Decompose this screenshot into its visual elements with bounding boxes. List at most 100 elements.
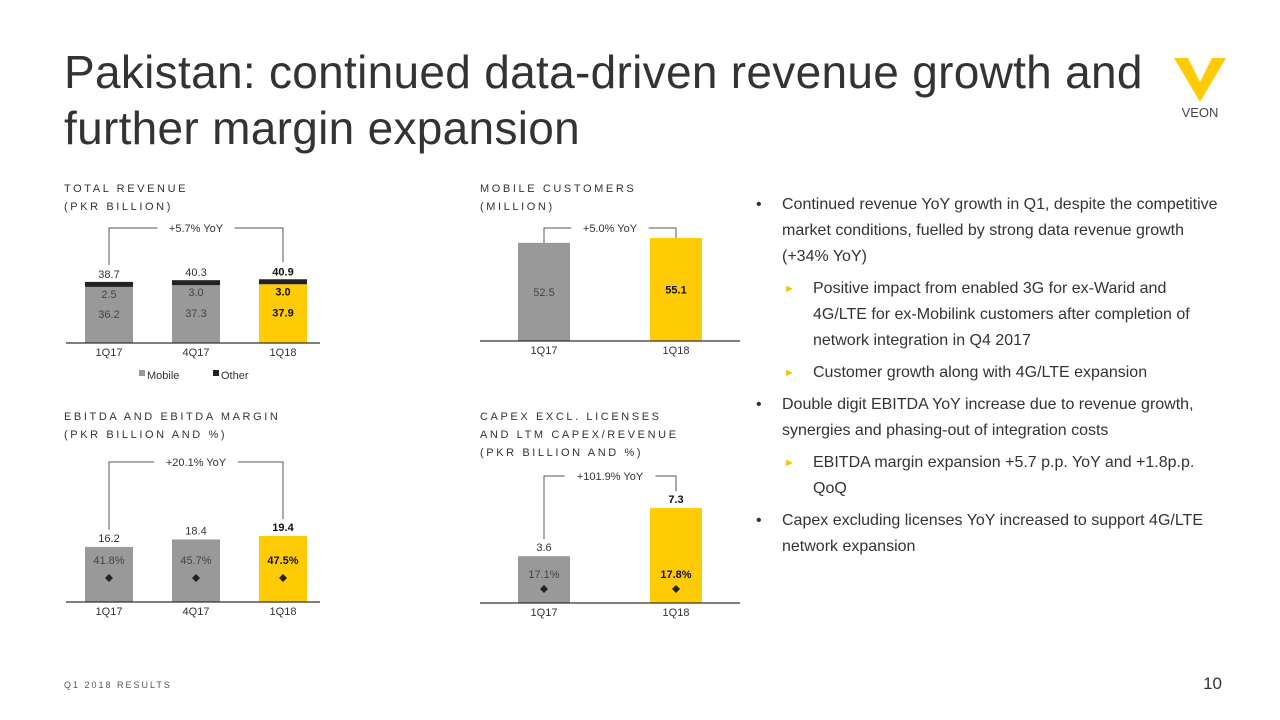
margin-diamond-marker [105, 574, 113, 582]
bar-mobile [85, 286, 133, 343]
yoy-annotation: +5.0% YoY [583, 223, 638, 235]
other-value-label: 2.5 [101, 289, 116, 301]
bar-other [259, 279, 307, 285]
revenue-section-title: TOTAL REVENUE (PKR BILLION) [64, 180, 188, 216]
bullet-text: Capex excluding licenses YoY increased t… [782, 512, 1203, 555]
customers-unit-line: (MILLION) [480, 201, 555, 213]
bar-mobile [172, 285, 220, 343]
yoy-annotation: +20.1% YoY [166, 457, 227, 469]
bullet-item: • Continued revenue YoY growth in Q1, des… [754, 192, 1224, 270]
revenue-title-line: TOTAL REVENUE [64, 183, 189, 195]
yoy-bracket-right [238, 461, 284, 520]
yoy-bracket-left [108, 461, 154, 530]
margin-label: 17.1% [528, 569, 559, 581]
yoy-annotation: +101.9% YoY [577, 471, 644, 483]
bullet-item: ► EBITDA margin expansion +5.7 p.p. YoY a… [754, 450, 1224, 502]
category-label: 1Q18 [270, 347, 297, 359]
revenue-unit-line: (PKR BILLION) [64, 201, 173, 213]
legend-other-label: Other [221, 370, 249, 382]
bar [518, 242, 570, 341]
bullet-text: Double digit EBITDA YoY increase due to … [782, 396, 1194, 439]
value-label: 3.6 [536, 542, 551, 554]
value-label: 7.3 [668, 494, 683, 506]
bullet-item: • Capex excluding licenses YoY increased … [754, 508, 1224, 560]
category-label: 4Q17 [183, 606, 210, 618]
value-label: 19.4 [272, 522, 294, 534]
ebitda-title-line: EBITDA AND EBITDA MARGIN [64, 411, 281, 423]
veon-logo-text: VEON [1182, 105, 1219, 120]
veon-v-mark [1174, 58, 1226, 102]
margin-diamond-marker [540, 585, 548, 593]
bullet-marker-icon: • [756, 512, 762, 529]
veon-logo: VEON [1174, 58, 1226, 120]
category-label: 1Q18 [663, 607, 690, 619]
capex-title-line: CAPEX EXCL. LICENSES [480, 411, 662, 423]
bar [259, 536, 307, 602]
category-label: 1Q17 [96, 606, 123, 618]
category-label: 1Q18 [270, 606, 297, 618]
bar-other [85, 281, 133, 287]
bullet-marker-icon: • [756, 396, 762, 413]
other-value-label: 3.0 [188, 287, 203, 299]
capex-section-title: CAPEX EXCL. LICENSES AND LTM CAPEX/REVEN… [480, 408, 679, 462]
bullet-list: • Continued revenue YoY growth in Q1, des… [754, 192, 1224, 566]
legend-mobile-swatch [139, 370, 145, 376]
footer-label: Q1 2018 RESULTS [64, 680, 172, 690]
margin-label: 45.7% [180, 555, 211, 567]
bullet-item: ► Customer growth along with 4G/LTE expan… [754, 360, 1224, 386]
value-label: 55.1 [665, 284, 686, 296]
yoy-bracket-right [234, 227, 284, 263]
bullet-marker-icon: ► [784, 367, 795, 379]
margin-diamond-marker [672, 585, 680, 593]
bar-mobile [259, 284, 307, 343]
bullet-text: Positive impact from enabled 3G for ex-W… [813, 280, 1190, 349]
customers-section-title: MOBILE CUSTOMERS (MILLION) [480, 180, 636, 216]
customers-title-line: MOBILE CUSTOMERS [480, 183, 637, 195]
bullet-text: EBITDA margin expansion +5.7 p.p. YoY an… [813, 454, 1195, 497]
page-number: 10 [1203, 674, 1222, 693]
page-title: Pakistan: continued data-driven revenue … [64, 46, 1143, 154]
legend-mobile-label: Mobile [147, 370, 179, 382]
bullet-text: Continued revenue YoY growth in Q1, desp… [782, 196, 1218, 265]
mobile-value-label: 36.2 [98, 309, 119, 321]
yoy-bracket-right [648, 227, 677, 238]
margin-label: 17.8% [660, 569, 691, 581]
total-label: 40.9 [272, 266, 293, 278]
total-label: 38.7 [98, 269, 119, 281]
value-label: 52.5 [533, 287, 554, 299]
bar [650, 237, 702, 341]
other-value-label: 3.0 [275, 286, 290, 298]
bar [518, 556, 570, 603]
category-label: 4Q17 [183, 347, 210, 359]
ebitda-unit-line: (PKR BILLION AND %) [64, 429, 228, 441]
bullet-item: ► Positive impact from enabled 3G for ex-… [754, 276, 1224, 354]
total-label: 40.3 [185, 267, 206, 279]
ebitda-section-title: EBITDA AND EBITDA MARGIN (PKR BILLION AN… [64, 408, 280, 444]
category-label: 1Q18 [663, 345, 690, 357]
yoy-bracket-left [543, 475, 565, 540]
yoy-annotation: +5.7% YoY [169, 223, 224, 235]
mobile-value-label: 37.9 [272, 308, 293, 320]
category-label: 1Q17 [96, 347, 123, 359]
bar [172, 539, 220, 602]
bar-other [172, 280, 220, 286]
value-label: 18.4 [185, 525, 206, 537]
margin-diamond-marker [192, 574, 200, 582]
category-label: 1Q17 [531, 607, 558, 619]
bullet-marker-icon: ► [784, 283, 795, 295]
capex-unit-line: (PKR BILLION AND %) [480, 447, 644, 459]
capex-title-line-2: AND LTM CAPEX/REVENUE [480, 429, 679, 441]
yoy-bracket-right [655, 475, 677, 492]
mobile-value-label: 37.3 [185, 308, 206, 320]
value-label: 16.2 [98, 533, 119, 545]
margin-diamond-marker [279, 574, 287, 582]
margin-label: 41.8% [93, 555, 124, 567]
category-label: 1Q17 [531, 345, 558, 357]
yoy-bracket-left [108, 227, 158, 265]
bullet-text: Customer growth along with 4G/LTE expans… [813, 364, 1148, 381]
bullet-marker-icon: • [756, 196, 762, 213]
bullet-item: • Double digit EBITDA YoY increase due to… [754, 392, 1224, 444]
yoy-bracket-left [543, 227, 572, 243]
margin-label: 47.5% [267, 555, 298, 567]
